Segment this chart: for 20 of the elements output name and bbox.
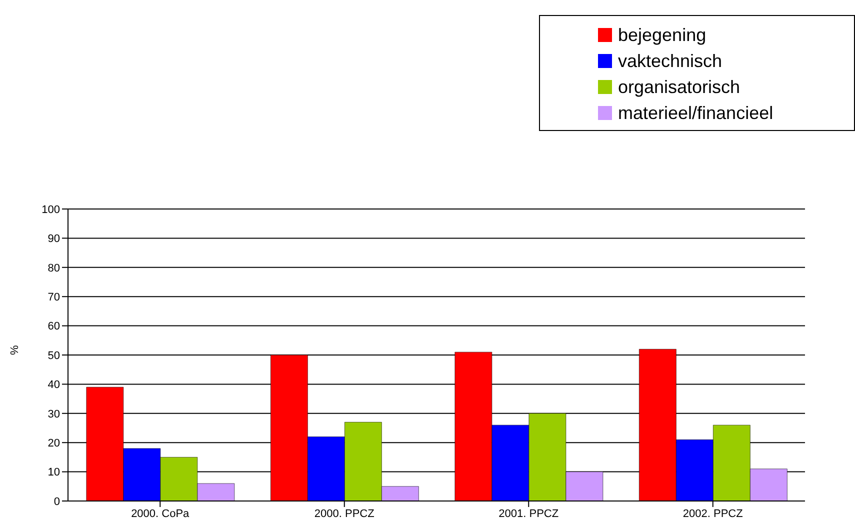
y-tick-label: 60	[48, 320, 60, 333]
y-tick-label: 0	[54, 496, 60, 508]
legend-label: bejegening	[618, 24, 706, 46]
y-tick-label: 90	[48, 233, 60, 246]
x-tick-label: 2000. CoPa	[131, 508, 190, 520]
x-tick-label: 2001. PPCZ	[498, 508, 559, 520]
y-tick-label: 40	[48, 379, 60, 392]
legend-label: materieel/financieel	[618, 102, 774, 124]
y-axis-title: %	[8, 345, 21, 355]
y-tick-label: 50	[48, 350, 60, 362]
x-tick-label: 2002. PPCZ	[682, 508, 744, 520]
y-tick-label: 100	[42, 204, 60, 216]
y-tick-label: 20	[48, 438, 60, 450]
y-tick-label: 30	[48, 408, 60, 420]
legend-label: organisatorisch	[618, 76, 740, 98]
legend-label: vaktechnisch	[618, 50, 722, 72]
y-tick-label: 70	[48, 292, 60, 304]
y-tick-label: 10	[48, 466, 60, 479]
y-tick-label: 80	[48, 262, 60, 274]
x-tick-label: 2000. PPCZ	[314, 508, 375, 520]
